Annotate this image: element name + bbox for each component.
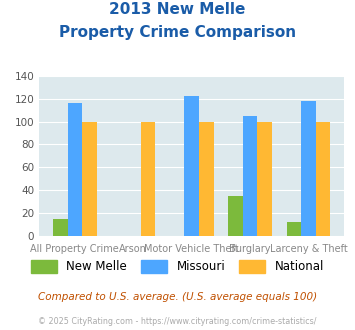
Bar — [301, 101, 316, 236]
Text: Compared to U.S. average. (U.S. average equals 100): Compared to U.S. average. (U.S. average … — [38, 292, 317, 302]
Text: Larceny & Theft: Larceny & Theft — [270, 244, 348, 254]
Legend: New Melle, Missouri, National: New Melle, Missouri, National — [26, 255, 329, 278]
Bar — [184, 96, 199, 236]
Text: Burglary: Burglary — [229, 244, 271, 254]
Text: Property Crime Comparison: Property Crime Comparison — [59, 25, 296, 40]
Bar — [228, 196, 243, 236]
Bar — [286, 222, 301, 236]
Text: © 2025 CityRating.com - https://www.cityrating.com/crime-statistics/: © 2025 CityRating.com - https://www.city… — [38, 317, 317, 326]
Text: All Property Crime: All Property Crime — [31, 244, 119, 254]
Text: 2013 New Melle: 2013 New Melle — [109, 2, 246, 16]
Text: Arson: Arson — [119, 244, 147, 254]
Bar — [199, 122, 214, 236]
Bar — [316, 122, 331, 236]
Bar — [243, 116, 257, 236]
Bar — [67, 103, 82, 236]
Bar — [82, 122, 97, 236]
Bar — [257, 122, 272, 236]
Bar — [141, 122, 155, 236]
Text: Motor Vehicle Theft: Motor Vehicle Theft — [144, 244, 239, 254]
Bar — [53, 219, 67, 236]
